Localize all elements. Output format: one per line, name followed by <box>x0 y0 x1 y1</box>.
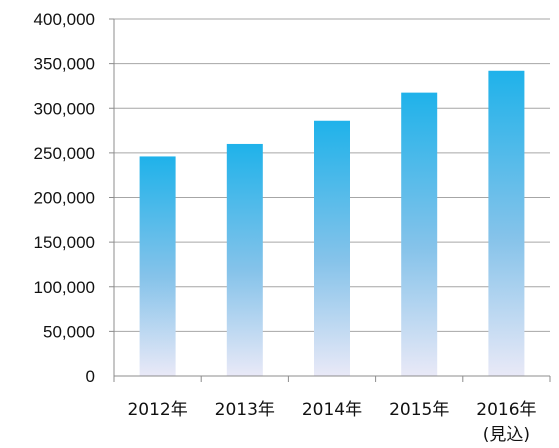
y-tick-label: 200,000 <box>34 189 95 208</box>
x-tick-note: (見込) <box>483 425 530 445</box>
bar <box>226 143 263 376</box>
y-tick-label: 350,000 <box>34 55 95 74</box>
y-tick-label: 300,000 <box>34 99 95 118</box>
bar <box>314 120 350 377</box>
bars <box>139 70 525 377</box>
x-tick-label: 2016年 <box>476 400 536 420</box>
bar <box>401 92 438 376</box>
x-tick-label: 2013年 <box>215 400 275 420</box>
axes <box>109 18 551 382</box>
bar <box>139 156 176 376</box>
y-tick-label: 0 <box>86 367 95 386</box>
y-tick-label: 100,000 <box>34 278 95 297</box>
x-tick-label: 2015年 <box>389 400 449 420</box>
x-tick-label: 2012年 <box>127 400 187 420</box>
bar <box>488 70 525 376</box>
y-tick-label: 50,000 <box>43 322 95 341</box>
y-tick-label: 150,000 <box>34 233 95 252</box>
y-tick-label: 250,000 <box>34 144 95 163</box>
y-tick-labels: 0 50,000 100,000 150,000 200,000 250,000 300,0… <box>34 10 95 386</box>
x-tick-labels: 2012年 2013年 2014年 2015年 2016年 (見込) <box>127 400 536 445</box>
x-tick-label: 2014年 <box>302 400 362 420</box>
y-tick-label: 400,000 <box>34 10 95 29</box>
